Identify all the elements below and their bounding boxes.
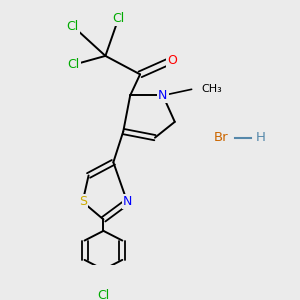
Text: N: N (158, 89, 168, 102)
Text: Cl: Cl (112, 13, 124, 26)
Text: Cl: Cl (97, 290, 110, 300)
Text: Cl: Cl (68, 58, 80, 71)
Text: Cl: Cl (67, 20, 79, 32)
Text: S: S (79, 195, 87, 208)
Text: N: N (122, 195, 132, 208)
Text: H: H (256, 131, 266, 144)
Text: CH₃: CH₃ (202, 84, 222, 94)
Text: O: O (167, 54, 177, 67)
Text: Br: Br (214, 131, 229, 144)
